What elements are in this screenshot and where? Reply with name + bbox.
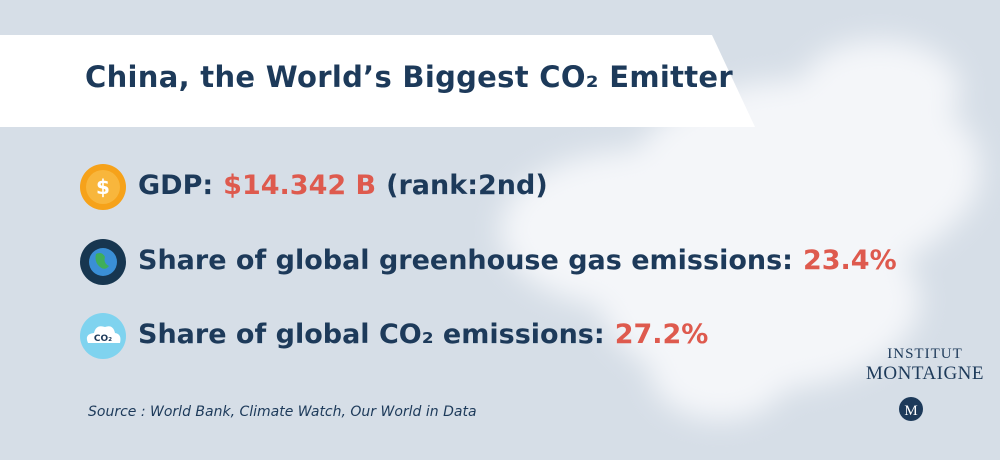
logo: INSTITUT MONTAIGNE	[860, 346, 990, 385]
logo-mark: M	[904, 403, 917, 419]
gdp-row: GDP: $14.342 B (rank:2nd)	[138, 170, 548, 201]
logo-badge	[899, 397, 923, 421]
title: China, the World’s Biggest CO₂ Emitter	[85, 60, 733, 94]
coin-inner	[86, 170, 120, 204]
logo-line1: INSTITUT	[887, 346, 963, 362]
globe-land	[95, 253, 109, 269]
cloud-shape	[86, 326, 121, 343]
coin-symbol: $	[96, 175, 110, 199]
co2-row: Share of global CO₂ emissions: 27.2%	[138, 319, 708, 350]
logo-line2: MONTAIGNE	[865, 363, 985, 384]
cloud-label: CO₂	[94, 334, 112, 344]
source: Source : World Bank, Climate Watch, Our …	[88, 404, 477, 420]
label: Share of global CO₂ emissions:	[138, 319, 605, 350]
title-banner	[0, 35, 755, 127]
label: GDP:	[138, 170, 214, 201]
ghg-row: Share of global greenhouse gas emissions…	[138, 245, 897, 276]
china-cloud	[500, 40, 980, 420]
value: 27.2%	[614, 319, 709, 350]
note: (rank:2nd)	[386, 170, 548, 201]
label: Share of global greenhouse gas emissions…	[138, 245, 793, 276]
value: 23.4%	[802, 245, 897, 276]
value: $14.342 B	[223, 170, 377, 201]
